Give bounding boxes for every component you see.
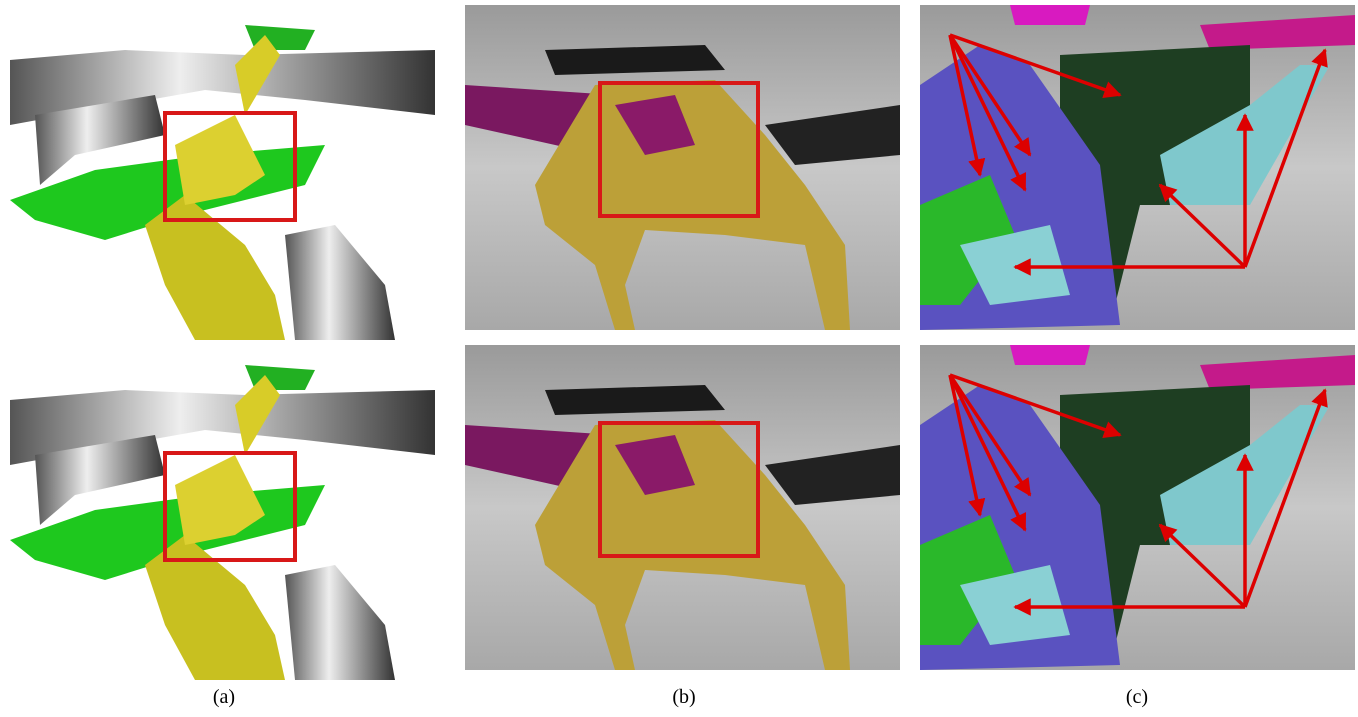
panel-b-top (465, 5, 900, 330)
panel-c-bottom (920, 345, 1355, 670)
panel-c-top (920, 5, 1355, 330)
panel-a-top (5, 5, 440, 340)
figure: (a) (b) (c) (0, 0, 1358, 717)
panel-b-bottom (465, 345, 900, 670)
panel-a-bottom (5, 345, 440, 680)
panel-label: (b) (672, 686, 695, 708)
panel-label: (c) (1126, 686, 1148, 708)
panel-label: (a) (213, 686, 235, 708)
